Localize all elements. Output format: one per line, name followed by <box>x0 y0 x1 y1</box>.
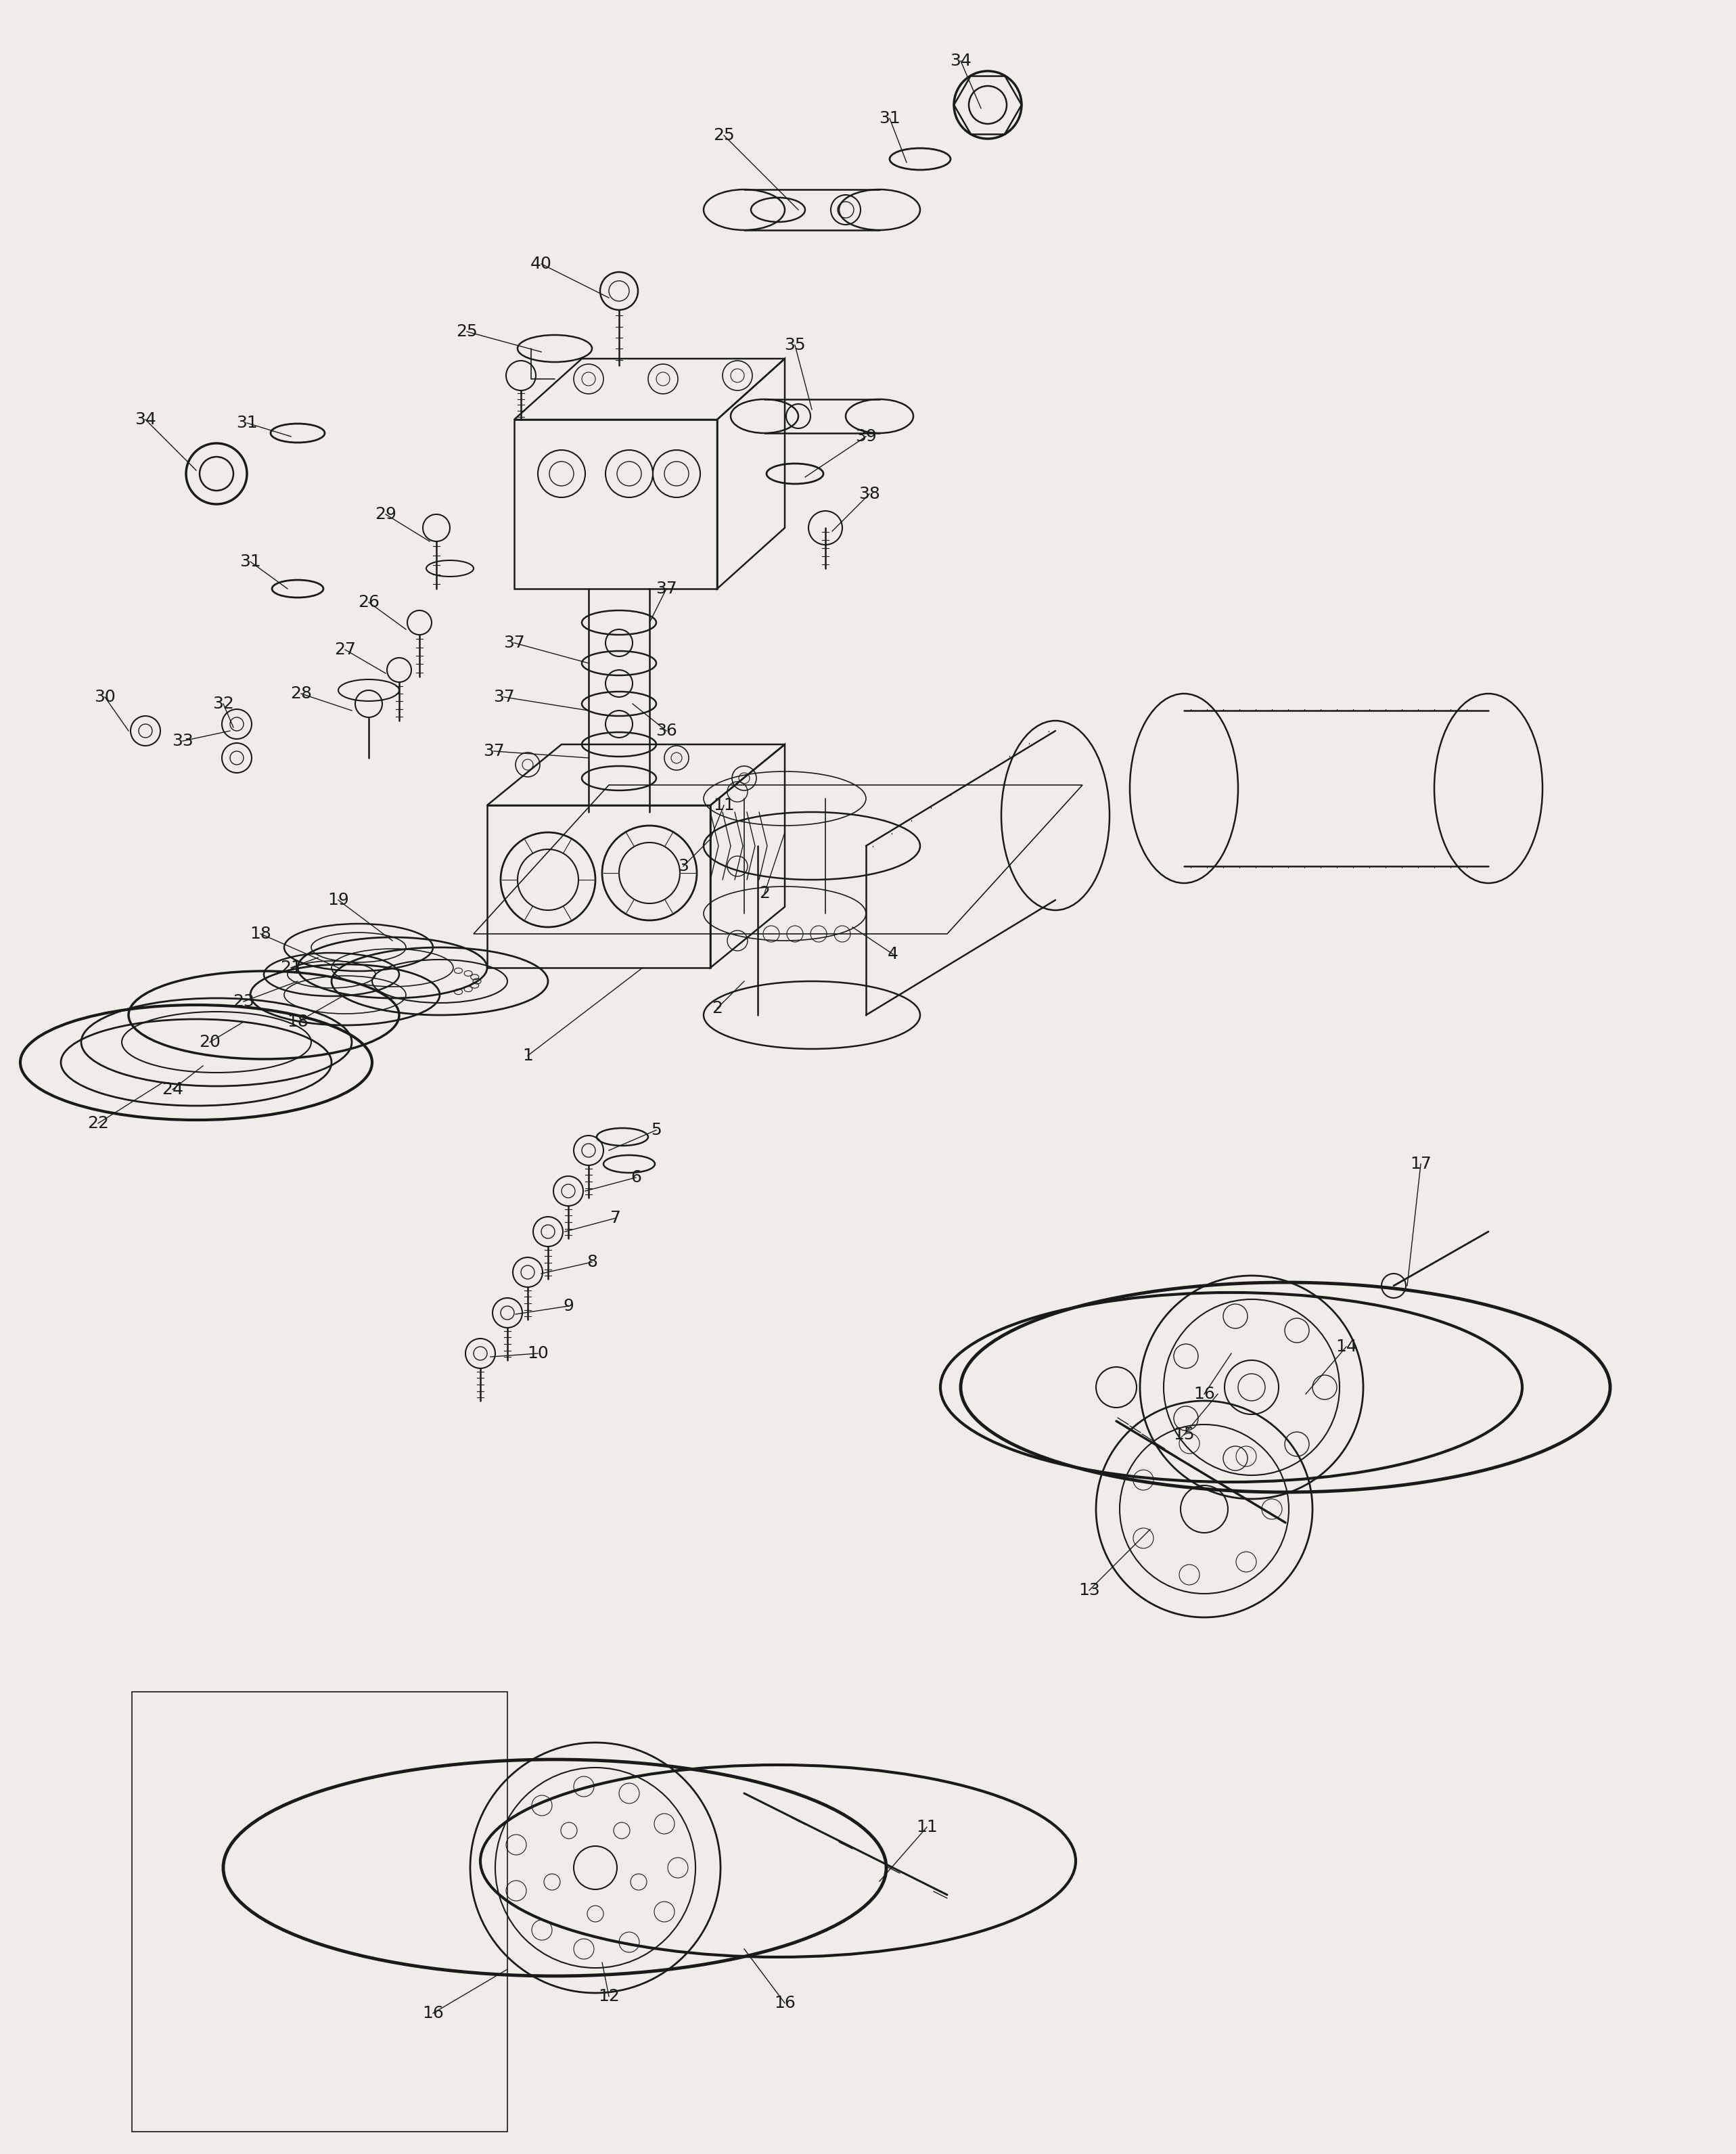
Text: 25: 25 <box>457 323 477 340</box>
Text: 30: 30 <box>94 689 116 704</box>
Text: 17: 17 <box>1410 1157 1432 1172</box>
Text: 31: 31 <box>240 554 260 571</box>
Text: 11: 11 <box>917 1818 937 1835</box>
Text: 28: 28 <box>290 685 312 702</box>
Text: 37: 37 <box>503 635 524 651</box>
Text: 40: 40 <box>531 256 552 271</box>
Text: 16: 16 <box>422 2005 444 2020</box>
Text: 36: 36 <box>656 724 677 739</box>
Text: 33: 33 <box>172 732 193 750</box>
Text: 31: 31 <box>878 110 901 127</box>
Text: 4: 4 <box>887 946 899 963</box>
Text: 39: 39 <box>856 429 877 444</box>
Text: 26: 26 <box>358 595 380 610</box>
Text: 13: 13 <box>1078 1583 1101 1598</box>
Text: 11: 11 <box>713 797 734 814</box>
Text: 37: 37 <box>483 743 505 758</box>
Text: 21: 21 <box>279 959 302 976</box>
Text: 24: 24 <box>161 1081 184 1099</box>
Text: 38: 38 <box>859 487 880 502</box>
Text: 3: 3 <box>679 857 689 875</box>
Text: 8: 8 <box>587 1254 597 1271</box>
Text: 2: 2 <box>712 999 722 1017</box>
Text: 5: 5 <box>651 1122 661 1137</box>
Text: 14: 14 <box>1335 1338 1358 1355</box>
Text: 34: 34 <box>135 411 156 429</box>
Text: 1: 1 <box>523 1047 533 1064</box>
Text: 27: 27 <box>335 642 356 657</box>
Text: 37: 37 <box>656 582 677 597</box>
Text: 35: 35 <box>785 336 806 353</box>
Text: 20: 20 <box>200 1034 220 1051</box>
Text: 7: 7 <box>611 1211 621 1226</box>
Text: 18: 18 <box>250 926 271 941</box>
Text: 15: 15 <box>1174 1426 1194 1443</box>
Text: 19: 19 <box>328 892 349 909</box>
Text: 10: 10 <box>528 1346 549 1361</box>
Text: 2: 2 <box>759 885 769 900</box>
Text: 9: 9 <box>562 1299 573 1314</box>
Text: 25: 25 <box>713 127 734 144</box>
Text: 16: 16 <box>1193 1385 1215 1402</box>
Text: 34: 34 <box>950 54 972 69</box>
Text: 31: 31 <box>236 416 257 431</box>
Text: 16: 16 <box>774 1995 795 2012</box>
Text: 12: 12 <box>599 1988 620 2005</box>
Text: 23: 23 <box>233 993 255 1010</box>
Text: 29: 29 <box>375 506 396 523</box>
Text: 37: 37 <box>493 689 516 704</box>
Text: 22: 22 <box>87 1116 109 1131</box>
Text: 18: 18 <box>286 1015 309 1030</box>
Text: 6: 6 <box>630 1170 641 1185</box>
Text: 32: 32 <box>212 696 234 713</box>
